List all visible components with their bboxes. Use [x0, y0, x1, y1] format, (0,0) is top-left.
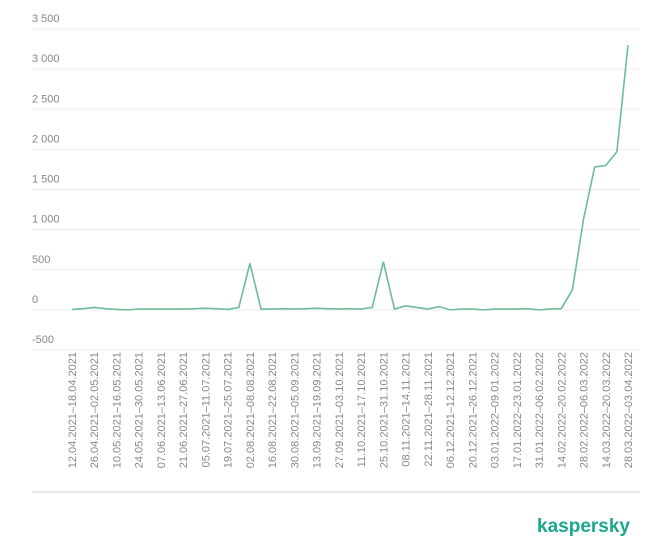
- x-tick-label: 22.11.2021–28.11.2021: [423, 352, 435, 467]
- x-tick-label: 28.02.2022–06.03.2022: [579, 352, 591, 468]
- x-tick-label: 14.02.2022–20.02.2022: [556, 352, 568, 468]
- y-tick-label: 0: [32, 294, 38, 306]
- x-tick-label: 26.04.2021–02.05.2021: [89, 352, 101, 468]
- x-tick-label: 24.05.2021–30.05.2021: [134, 352, 146, 468]
- x-tick-label: 30.08.2021–05.09.2021: [289, 352, 301, 468]
- x-tick-label: 05.07.2021–11.07.2021: [200, 352, 212, 467]
- y-tick-label: 1 500: [32, 174, 60, 186]
- x-tick-label: 07.06.2021–13.06.2021: [156, 352, 168, 468]
- x-tick-label: 02.08.2021–08.08.2021: [245, 352, 257, 468]
- brand-logo: kaspersky: [537, 516, 630, 537]
- x-tick-label: 08.11.2021–14.11.2021: [401, 352, 413, 467]
- x-tick-label: 27.09.2021–03.10.2021: [334, 352, 346, 468]
- x-tick-label: 11.10.2021–17.10.2021: [356, 352, 368, 467]
- x-tick-label: 20.12.2021–26.12.2021: [467, 352, 479, 468]
- x-tick-label: 28.03.2022–03.04.2022: [623, 352, 635, 468]
- x-tick-label: 13.09.2021–19.09.2021: [312, 352, 324, 468]
- x-tick-label: 14.03.2022–20.03.2022: [601, 352, 613, 468]
- line: [71, 44, 629, 311]
- y-tick-label: 3 000: [32, 53, 60, 65]
- x-tick-label: 03.01.2022–09.01.2022: [490, 352, 502, 468]
- y-tick-label: 2 000: [32, 133, 60, 145]
- y-tick-label: 1 000: [32, 214, 60, 226]
- x-tick-label: 10.05.2021–16.05.2021: [111, 352, 123, 468]
- x-tick-label: 31.01.2022–06.02.2022: [534, 352, 546, 468]
- x-tick-label: 17.01.2022–23.01.2022: [512, 352, 524, 468]
- x-tick-label: 21.06.2021–27.06.2021: [178, 352, 190, 468]
- x-tick-label: 19.07.2021–25.07.2021: [223, 352, 235, 468]
- y-tick-label: 2 500: [32, 93, 60, 105]
- y-tick-label: -500: [32, 334, 54, 346]
- x-tick-label: 16.08.2021–22.08.2021: [267, 352, 279, 468]
- x-tick-label: 25.10.2021–31.10.2021: [378, 352, 390, 468]
- x-tick-label: 12.04.2021–18.04.2021: [67, 352, 79, 468]
- y-tick-label: 500: [32, 254, 50, 266]
- x-tick-label: 06.12.2021–12.12.2021: [445, 352, 457, 468]
- y-tick-label: 3 500: [32, 13, 60, 25]
